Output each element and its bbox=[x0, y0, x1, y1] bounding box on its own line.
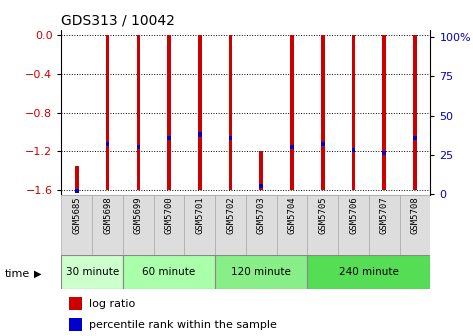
Text: GSM5699: GSM5699 bbox=[134, 197, 143, 234]
Text: GSM5700: GSM5700 bbox=[165, 197, 174, 234]
Bar bbox=[229, 35, 232, 190]
Bar bbox=[137, 145, 140, 149]
Bar bbox=[352, 148, 355, 152]
Bar bbox=[277, 195, 307, 255]
Bar bbox=[198, 132, 201, 136]
Bar bbox=[106, 142, 109, 146]
Bar bbox=[369, 195, 400, 255]
Bar bbox=[400, 195, 430, 255]
Bar bbox=[61, 255, 123, 289]
Bar bbox=[75, 166, 79, 190]
Text: GSM5701: GSM5701 bbox=[195, 197, 204, 234]
Text: 60 minute: 60 minute bbox=[142, 267, 196, 277]
Text: GSM5707: GSM5707 bbox=[380, 197, 389, 234]
Text: time: time bbox=[5, 269, 30, 279]
Bar bbox=[260, 184, 263, 188]
Bar bbox=[246, 195, 277, 255]
Bar bbox=[198, 35, 201, 190]
Bar bbox=[383, 35, 386, 190]
Text: ▶: ▶ bbox=[34, 269, 42, 279]
Text: GDS313 / 10042: GDS313 / 10042 bbox=[61, 14, 175, 28]
Text: GSM5708: GSM5708 bbox=[411, 197, 420, 234]
Bar bbox=[167, 136, 171, 140]
Bar bbox=[215, 255, 307, 289]
Bar bbox=[307, 195, 338, 255]
Text: GSM5705: GSM5705 bbox=[318, 197, 327, 234]
Text: 120 minute: 120 minute bbox=[231, 267, 291, 277]
Bar bbox=[69, 318, 82, 331]
Bar bbox=[75, 189, 79, 193]
Bar bbox=[352, 35, 355, 190]
Bar bbox=[215, 195, 246, 255]
Bar bbox=[123, 255, 215, 289]
Bar bbox=[69, 297, 82, 310]
Bar bbox=[184, 195, 215, 255]
Bar bbox=[413, 136, 417, 140]
Bar bbox=[123, 195, 154, 255]
Bar bbox=[106, 35, 109, 190]
Bar bbox=[61, 195, 92, 255]
Text: GSM5706: GSM5706 bbox=[349, 197, 358, 234]
Bar bbox=[307, 255, 430, 289]
Text: percentile rank within the sample: percentile rank within the sample bbox=[89, 320, 277, 330]
Text: 30 minute: 30 minute bbox=[66, 267, 119, 277]
Text: GSM5704: GSM5704 bbox=[288, 197, 297, 234]
Text: GSM5703: GSM5703 bbox=[257, 197, 266, 234]
Bar bbox=[229, 136, 232, 140]
Bar bbox=[321, 142, 324, 146]
Bar bbox=[290, 35, 294, 190]
Bar bbox=[137, 35, 140, 190]
Bar bbox=[338, 195, 369, 255]
Bar bbox=[154, 195, 184, 255]
Text: 240 minute: 240 minute bbox=[339, 267, 399, 277]
Bar bbox=[290, 145, 294, 149]
Bar bbox=[321, 35, 324, 190]
Text: log ratio: log ratio bbox=[89, 299, 135, 308]
Bar bbox=[92, 195, 123, 255]
Bar bbox=[413, 35, 417, 190]
Bar bbox=[260, 151, 263, 190]
Text: GSM5702: GSM5702 bbox=[226, 197, 235, 234]
Bar bbox=[167, 35, 171, 190]
Text: GSM5685: GSM5685 bbox=[72, 197, 81, 234]
Text: GSM5698: GSM5698 bbox=[103, 197, 112, 234]
Bar bbox=[383, 151, 386, 155]
